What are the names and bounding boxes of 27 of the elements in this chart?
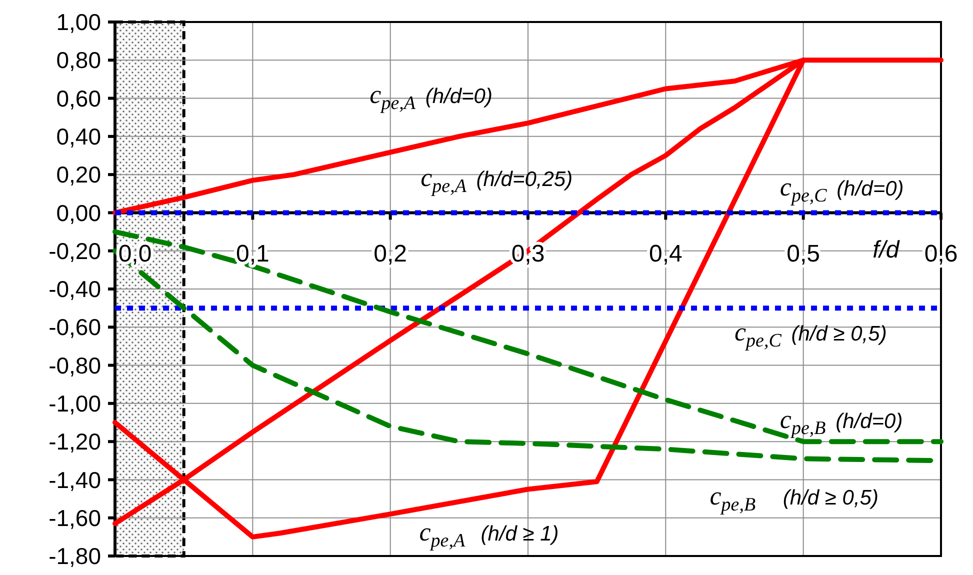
y-tick-label: -0,60 — [48, 314, 101, 340]
x-axis-title: f/d — [872, 236, 900, 264]
y-tick-label: 1,00 — [56, 9, 101, 36]
y-tick-label: -1,80 — [48, 543, 101, 570]
y-tick-label: 0,80 — [56, 47, 101, 74]
y-tick-label: -1,60 — [48, 504, 101, 531]
y-tick-label: -0,80 — [48, 352, 101, 378]
y-tick-label: 0,20 — [56, 162, 101, 188]
y-tick-label: -1,40 — [48, 466, 101, 493]
series-label: c$_{pe,C}$ (h/d ≥ 0,5) — [734, 317, 887, 352]
y-tick-label: -0,20 — [48, 238, 101, 264]
y-tick-label: -1,20 — [48, 428, 101, 455]
series-label: c$_{pe,A}$ (h/d=0) — [370, 80, 492, 114]
y-tick-label: 0,60 — [56, 85, 101, 112]
text: c$_{pe,B}$ (h/d ≥ 0,5) — [710, 482, 878, 516]
series-label: c$_{pe,A}$ (h/d ≥ 1) — [419, 518, 559, 552]
y-tick-label: 0,40 — [56, 123, 101, 150]
x-tick-label: 0,1 — [236, 240, 270, 268]
series-label: c$_{pe,A}$ (h/d=0,25) — [420, 163, 573, 197]
series-label: c$_{pe,B}$ (h/d=0) — [780, 405, 903, 439]
x-tick-label: 0,5 — [786, 240, 820, 268]
y-tick-label: 0,00 — [56, 200, 101, 226]
x-tick-label: 0,4 — [648, 240, 682, 268]
y-tick-label: -1,00 — [48, 390, 101, 416]
y-tick-label: -0,40 — [48, 276, 101, 302]
series-label: c$_{pe,C}$ (h/d=0) — [780, 172, 904, 206]
x-tick-label: 0,2 — [374, 240, 408, 268]
